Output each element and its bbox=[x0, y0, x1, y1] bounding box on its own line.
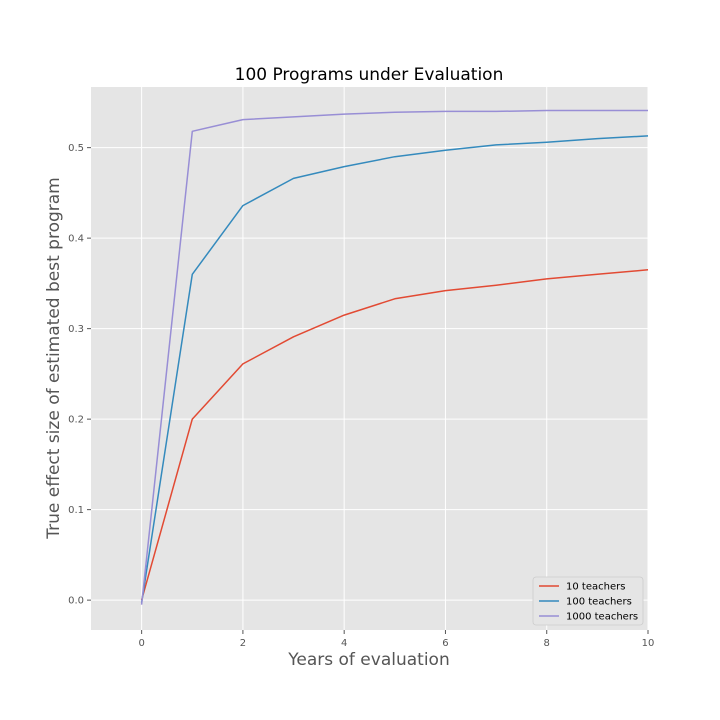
y-tick-label: 0.3 bbox=[68, 324, 84, 335]
legend: 10 teachers 100 teachers 1000 teachers bbox=[532, 576, 644, 626]
legend-label: 10 teachers bbox=[566, 582, 625, 593]
series-lines bbox=[140, 109, 649, 605]
y-axis-label: True effect size of estimated best progr… bbox=[44, 177, 64, 539]
x-tick-label: 6 bbox=[442, 638, 448, 649]
legend-box bbox=[532, 576, 644, 626]
y-tick-label: 0.1 bbox=[68, 505, 84, 516]
y-tick-label: 0.2 bbox=[68, 415, 84, 426]
y-tick-label: 0.0 bbox=[68, 596, 84, 607]
x-tick-label: 8 bbox=[544, 638, 550, 649]
x-tick-label: 2 bbox=[240, 638, 246, 649]
legend-label: 100 teachers bbox=[566, 597, 632, 608]
series-line-2 bbox=[140, 135, 649, 604]
series-line-3 bbox=[140, 109, 648, 605]
x-tick-label: 4 bbox=[341, 638, 347, 649]
series-line-1 bbox=[140, 269, 649, 601]
plot-area bbox=[91, 87, 648, 630]
grid bbox=[91, 87, 649, 630]
chart-title: 100 Programs under Evaluation bbox=[235, 65, 504, 85]
x-axis-label: Years of evaluation bbox=[287, 650, 449, 670]
x-tick-label: 0 bbox=[138, 638, 144, 649]
y-tick-label: 0.5 bbox=[68, 143, 84, 154]
axis-ticks: 0 2 4 6 8 10 0.0 0.1 0.2 0.3 0.4 0.5 bbox=[68, 143, 654, 649]
x-tick-label: 10 bbox=[642, 638, 655, 649]
legend-label: 1000 teachers bbox=[566, 612, 638, 623]
y-tick-label: 0.4 bbox=[68, 234, 84, 245]
